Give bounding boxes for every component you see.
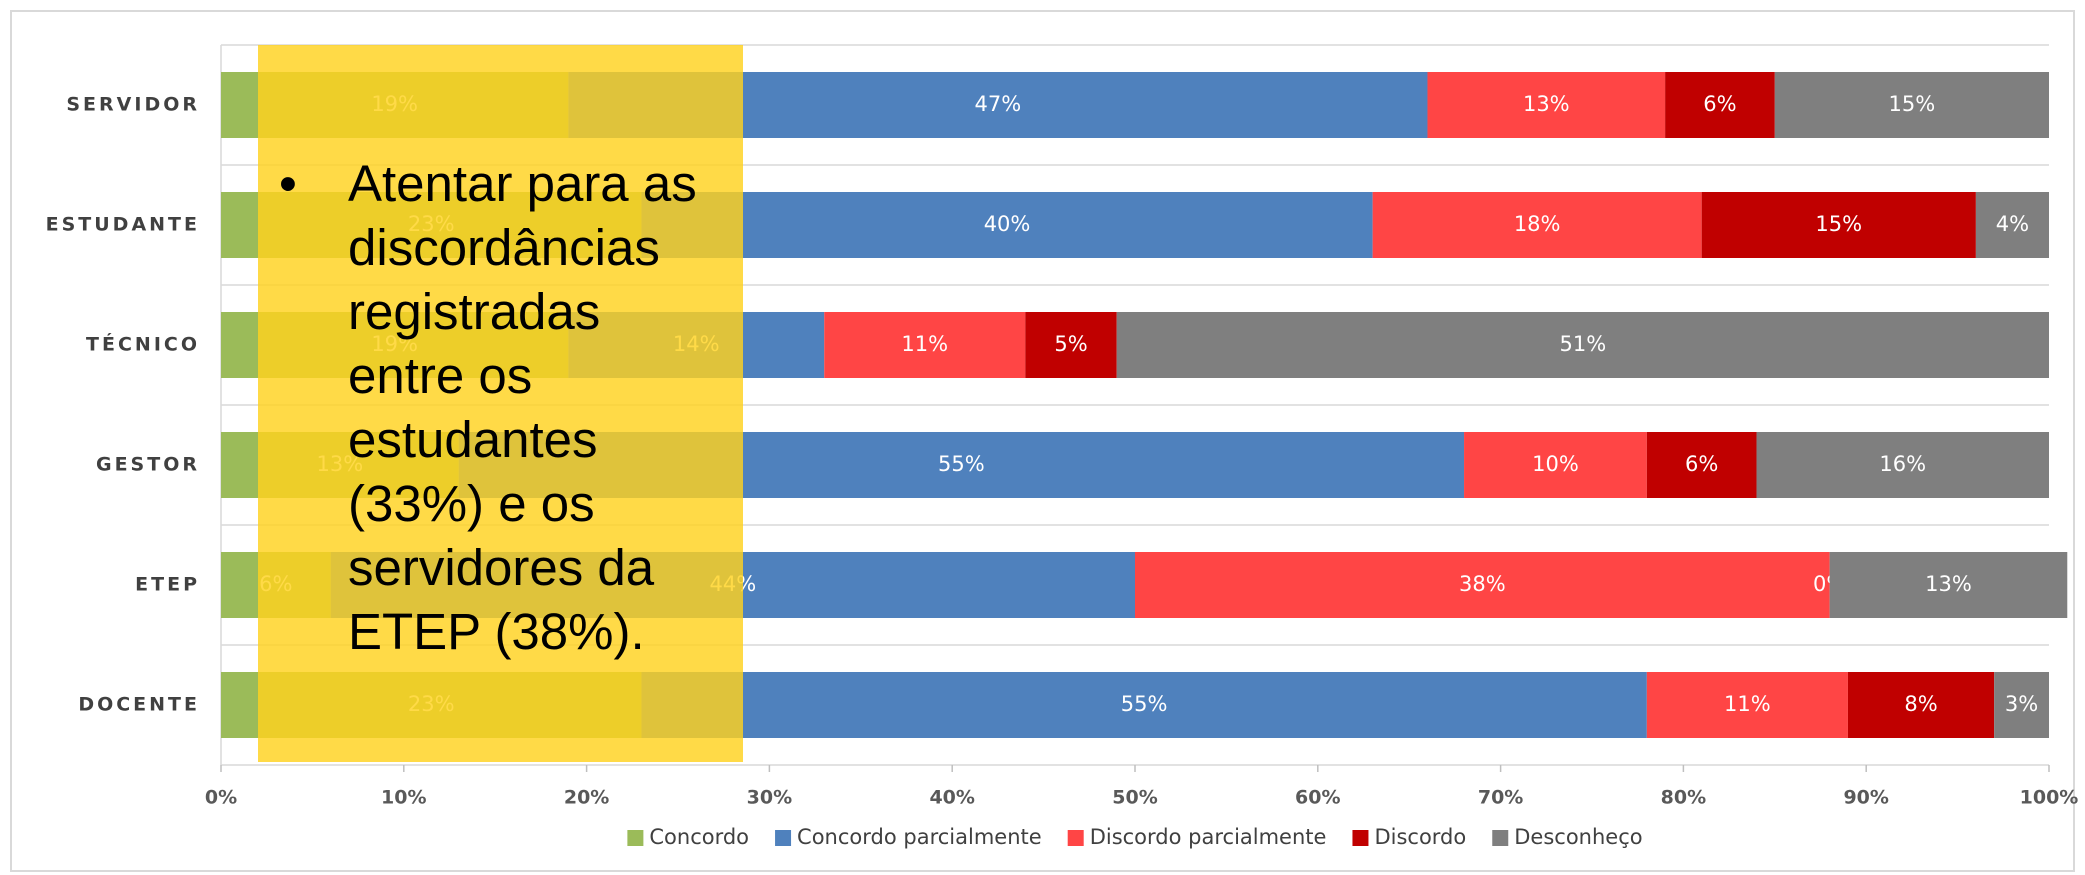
annotation-line: registradas [348,283,600,340]
data-label: 4% [1996,212,2029,236]
x-tick-label: 90% [1843,787,1888,809]
legend-swatch [627,830,644,846]
data-label: 3% [2005,692,2038,716]
legend: Concordo Concordo parcialmente Discordo pa… [627,825,1643,849]
bar-segment [1994,672,2049,738]
annotation-bullet: • [279,155,297,212]
x-tick-label: 100% [2020,787,2079,809]
bar-segment [1372,192,1702,258]
legend-label: Concordo parcialmente [797,825,1042,849]
category-label: SERVIDOR [66,94,200,116]
data-label: 15% [1815,212,1862,236]
bar-segment [1646,432,1757,498]
data-label: 11% [1724,692,1771,716]
data-label: 51% [1560,332,1607,356]
x-tick-label: 60% [1295,787,1340,809]
data-label: 18% [1514,212,1561,236]
data-label: 55% [1121,692,1168,716]
bar-segment [1116,312,2049,378]
bar-segment [1847,672,1995,738]
bar-segment [1646,672,1848,738]
category-label: ESTUDANTE [46,214,200,236]
annotation-box [258,45,743,762]
bar-segment [1774,72,2049,138]
bar-segment [1665,72,1775,138]
annotation: • Atentar para as discordâncias registradas… [279,155,697,660]
data-label: 55% [938,452,985,476]
bar-segment [1701,192,1976,258]
data-label: 13% [1523,92,1570,116]
annotation-line: ETEP (38%). [348,603,645,660]
annotation-line: entre os [348,347,532,404]
legend-swatch [775,830,792,846]
x-tick-label: 20% [564,787,609,809]
data-label: 5% [1054,332,1087,356]
data-label: 10% [1532,452,1579,476]
x-tick-label: 40% [929,787,974,809]
bar-segment [1135,552,1830,618]
bar-segment [641,192,1373,258]
bar-segment [1756,432,2049,498]
x-tick-label: 30% [747,787,792,809]
category-label: TÉCNICO [86,333,200,356]
data-label: 8% [1904,692,1937,716]
x-tick-label: 10% [381,787,426,809]
annotation-line: discordâncias [348,219,660,276]
bar-segment [1829,552,2068,618]
annotation-line: Atentar para as [348,155,697,212]
bar-segment [824,312,1026,378]
data-label: 16% [1879,452,1926,476]
category-label: GESTOR [96,454,200,476]
data-label: 13% [1925,572,1972,596]
legend-label: Desconheço [1514,825,1642,849]
data-label: 40% [984,212,1031,236]
data-label: 15% [1889,92,1936,116]
data-label: 38% [1459,572,1506,596]
data-label: 11% [901,332,948,356]
x-tick-label: 80% [1661,787,1706,809]
x-tick-label: 50% [1112,787,1157,809]
bar-segment [1975,192,2049,258]
bar-segment [1025,312,1117,378]
category-label: DOCENTE [78,694,200,716]
legend-label: Discordo parcialmente [1090,825,1327,849]
bar-segment [1427,72,1666,138]
legend-label: Discordo [1374,825,1466,849]
legend-swatch [1067,830,1084,846]
legend-swatch [1352,830,1369,846]
legend-label: Concordo [649,825,749,849]
category-label: ETEP [135,574,200,596]
x-tick-label: 0% [205,787,237,809]
bar-segment [641,672,1647,738]
annotation-line: estudantes [348,411,598,468]
data-label: 6% [1685,452,1718,476]
x-tick-label: 70% [1478,787,1523,809]
annotation-line: (33%) e os [348,475,595,532]
data-label: 47% [975,92,1022,116]
data-label: 6% [1703,92,1736,116]
bar-segment [1464,432,1647,498]
legend-swatch [1492,830,1509,846]
annotation-line: servidores da [348,539,655,596]
